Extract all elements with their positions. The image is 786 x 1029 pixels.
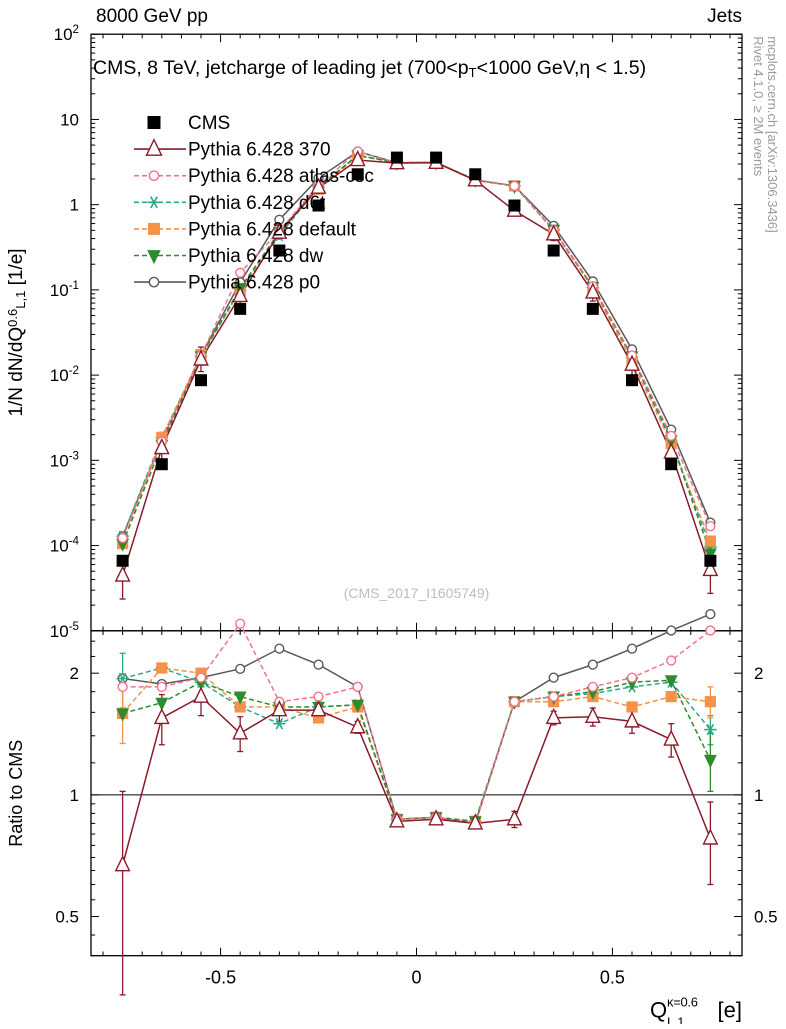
svg-text:1: 1: [70, 196, 79, 215]
svg-text:-0.5: -0.5: [205, 968, 236, 988]
svg-text:0.5: 0.5: [55, 907, 79, 926]
svg-text:1: 1: [70, 786, 79, 805]
svg-text:κ=0.6: κ=0.6: [667, 995, 698, 1010]
svg-text:Pythia 6.428 370: Pythia 6.428 370: [188, 140, 331, 161]
svg-text:0.5: 0.5: [600, 968, 625, 988]
svg-text:Pythia 6.428 d6t: Pythia 6.428 d6t: [188, 193, 326, 214]
svg-text:[e]: [e]: [718, 998, 742, 1023]
svg-text:Q: Q: [650, 998, 667, 1023]
svg-text:1/N dN/dQ0.6L,1 [1/e]: 1/N dN/dQ0.6L,1 [1/e]: [5, 248, 28, 416]
svg-text:0.5: 0.5: [754, 907, 778, 926]
svg-text:Jets: Jets: [707, 6, 742, 27]
svg-text:2: 2: [70, 664, 79, 683]
svg-text:10: 10: [60, 110, 79, 129]
svg-text:CMS, 8 TeV, jetcharge of leadi: CMS, 8 TeV, jetcharge of leading jet (70…: [93, 57, 646, 80]
svg-text:Pythia 6.428 atlas-csc: Pythia 6.428 atlas-csc: [188, 166, 374, 187]
svg-text:mcplots.cern.ch [arXiv:1306.34: mcplots.cern.ch [arXiv:1306.3436]: [765, 36, 780, 233]
svg-text:Ratio to CMS: Ratio to CMS: [6, 740, 26, 847]
svg-text:CMS: CMS: [188, 113, 230, 134]
svg-text:Pythia 6.428 default: Pythia 6.428 default: [188, 219, 357, 240]
svg-text:(CMS_2017_I1605749): (CMS_2017_I1605749): [344, 585, 490, 601]
svg-text:2: 2: [754, 664, 763, 683]
svg-text:Pythia 6.428 p0: Pythia 6.428 p0: [188, 273, 320, 294]
svg-text:L,1: L,1: [667, 1015, 684, 1024]
svg-text:Pythia 6.428 dw: Pythia 6.428 dw: [188, 246, 323, 267]
svg-text:0: 0: [411, 968, 421, 988]
svg-text:Rivet 4.1.0, ≥ 2M events: Rivet 4.1.0, ≥ 2M events: [751, 36, 766, 177]
svg-text:1: 1: [754, 786, 763, 805]
svg-text:8000 GeV pp: 8000 GeV pp: [96, 6, 208, 27]
